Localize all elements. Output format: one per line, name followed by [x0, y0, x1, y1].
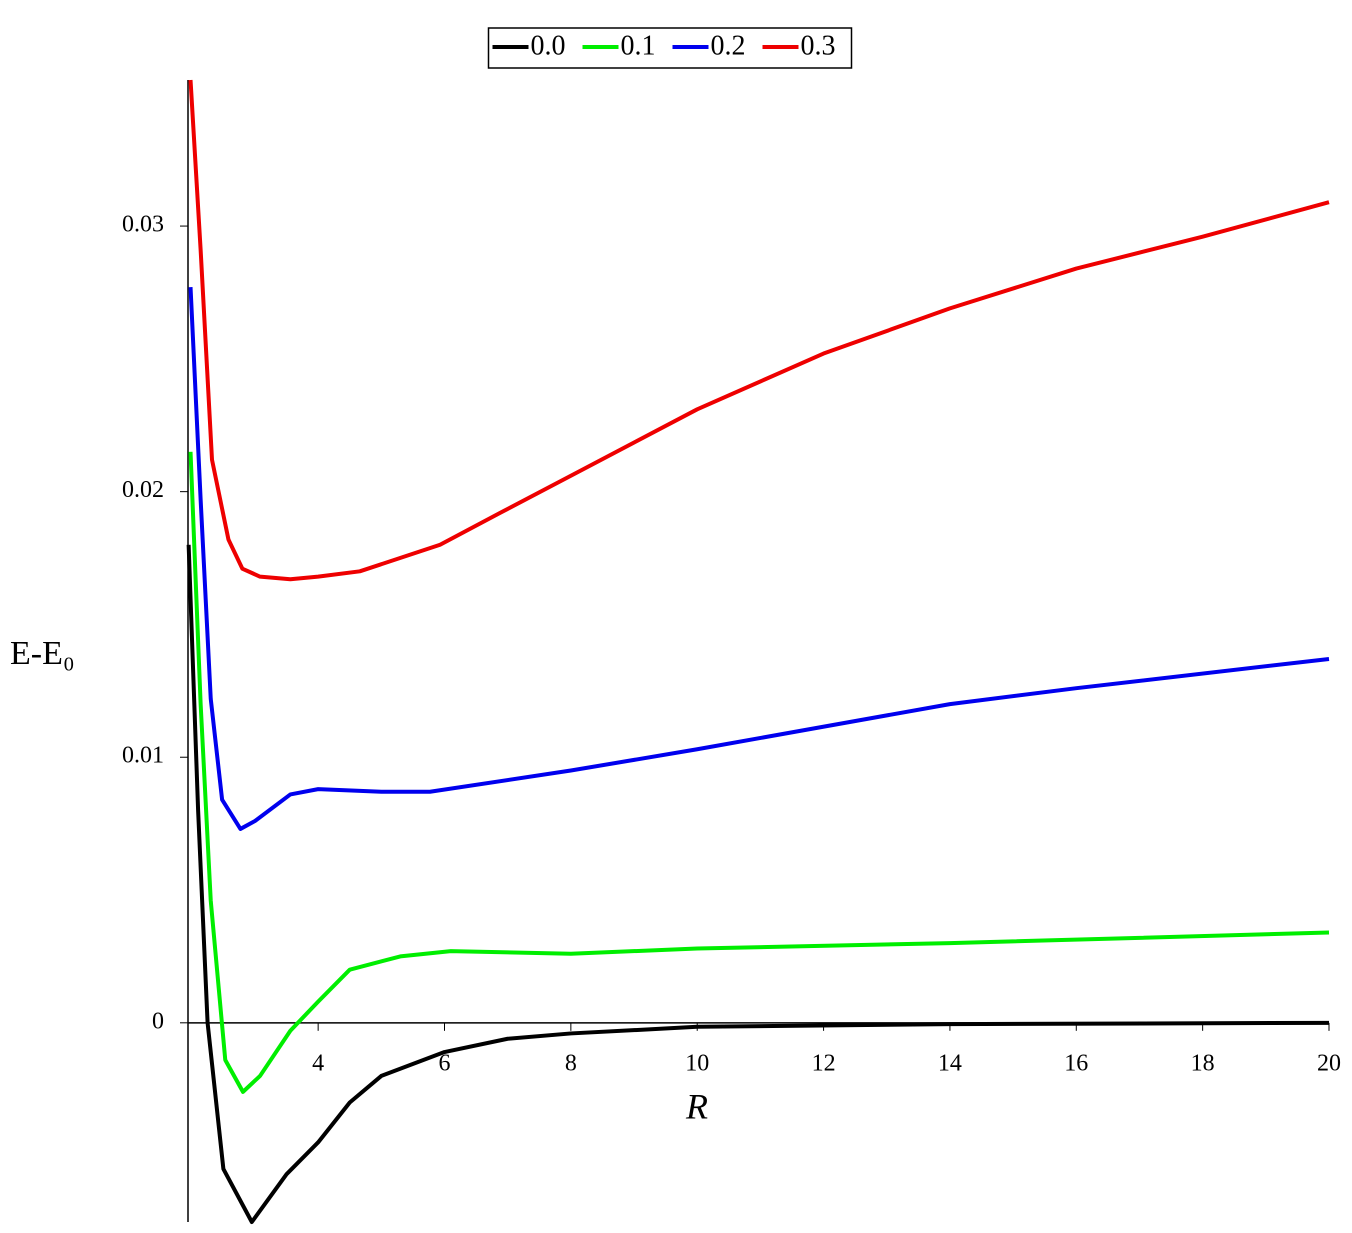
y-axis-label: E-E₀: [10, 635, 75, 672]
x-tick-label: 6: [439, 1050, 451, 1076]
x-tick-label: 12: [812, 1050, 836, 1076]
x-tick-label: 8: [565, 1050, 577, 1076]
x-tick-label: 20: [1317, 1050, 1341, 1076]
series-line: [188, 79, 1330, 582]
series-line: [188, 287, 1330, 831]
legend-label: 0.0: [531, 30, 566, 61]
x-tick-label: 16: [1064, 1050, 1088, 1076]
y-tick-label: 0.01: [122, 743, 164, 769]
x-axis-label: R: [685, 1086, 708, 1126]
y-tick-label: 0: [152, 1008, 164, 1034]
legend-label: 0.2: [711, 30, 746, 61]
x-tick-label: 10: [685, 1050, 709, 1076]
series-line: [188, 451, 1330, 1094]
y-tick-label: 0.03: [122, 212, 164, 238]
legend-label: 0.3: [801, 30, 836, 61]
y-tick-label: 0.02: [122, 477, 164, 503]
x-tick-label: 14: [938, 1050, 962, 1076]
series-line: [186, 544, 1330, 1224]
x-tick-label: 18: [1191, 1050, 1215, 1076]
x-tick-label: 4: [312, 1050, 324, 1076]
legend-label: 0.1: [621, 30, 656, 61]
